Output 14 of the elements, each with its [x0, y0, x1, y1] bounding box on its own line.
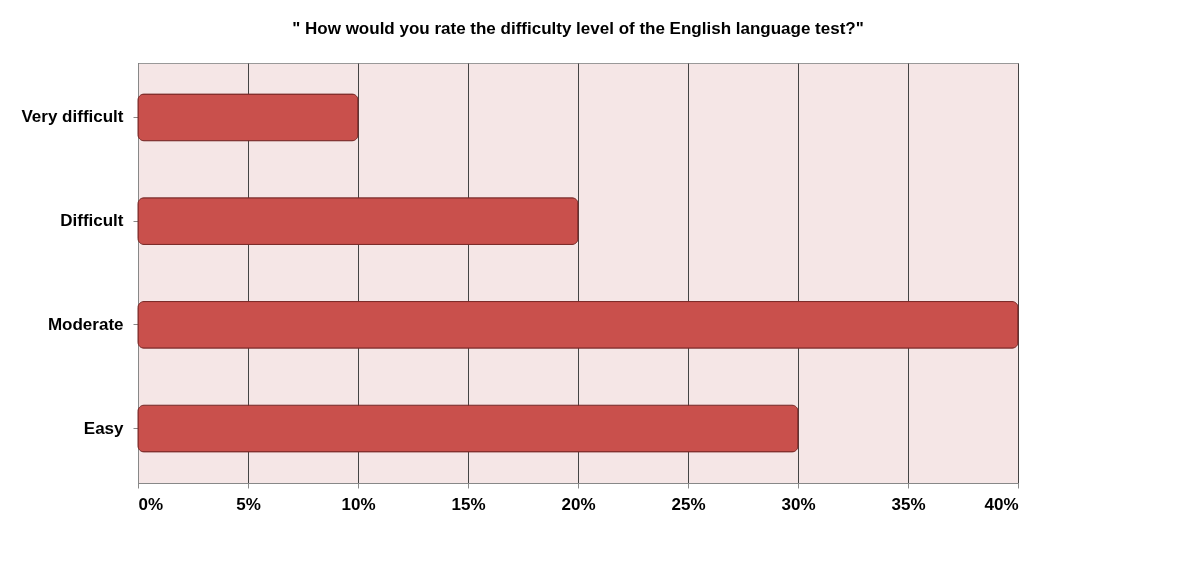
x-tick-label: 10% — [341, 494, 376, 514]
y-tick-label: Moderate — [47, 314, 124, 334]
x-tick-label: 25% — [671, 494, 706, 514]
x-tick-label: 20% — [561, 494, 596, 514]
x-tick-label: 40% — [984, 494, 1019, 514]
x-tick-label: 0% — [138, 494, 164, 514]
x-tick-label: 5% — [236, 494, 261, 514]
y-tick-label: Very difficult — [21, 107, 124, 127]
x-tick-label: 30% — [781, 494, 816, 514]
x-tick-label: 15% — [451, 494, 486, 514]
x-tick-label: 35% — [891, 494, 926, 514]
chart-title: " How would you rate the difficulty level of the English language test?" — [292, 19, 864, 38]
y-tick-label: Easy — [83, 418, 125, 438]
y-tick-label: Difficult — [60, 211, 124, 231]
